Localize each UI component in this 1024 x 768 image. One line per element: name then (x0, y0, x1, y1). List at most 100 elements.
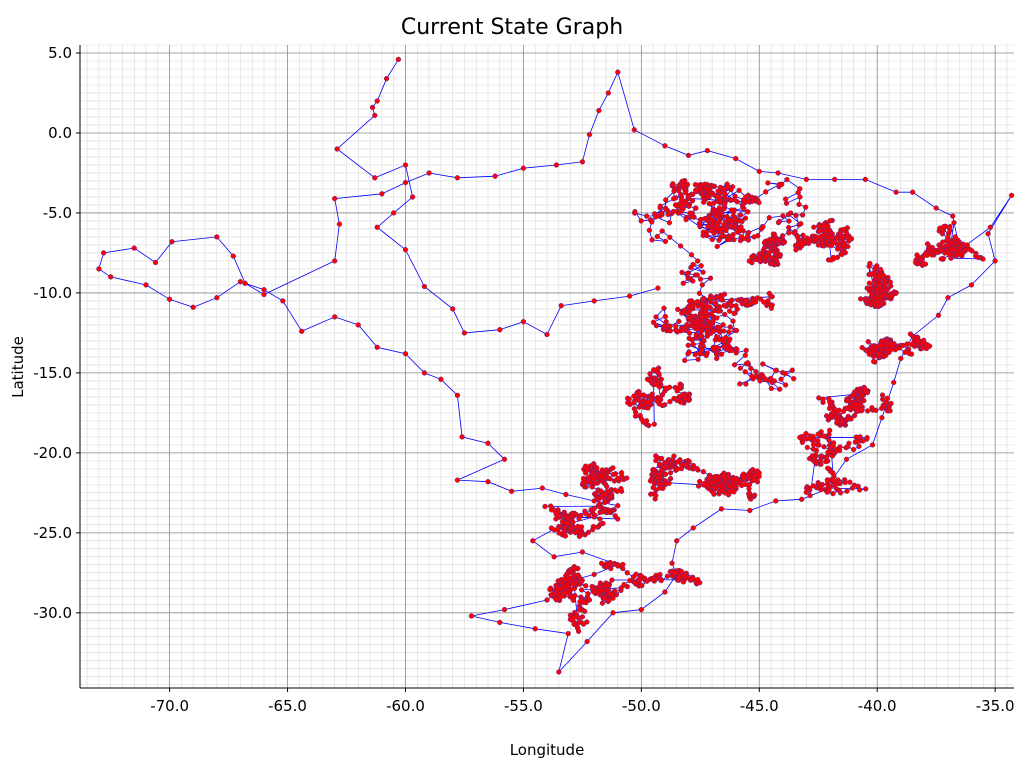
city-node (891, 379, 897, 386)
city-node (667, 234, 673, 240)
city-node (697, 478, 703, 485)
city-node (672, 202, 679, 208)
city-node (816, 223, 822, 229)
city-node (836, 447, 843, 454)
city-node (938, 256, 944, 262)
city-node (743, 194, 749, 200)
city-node (169, 239, 175, 245)
city-node (108, 274, 114, 280)
city-node (810, 433, 816, 440)
city-node (883, 292, 890, 298)
city-node (190, 304, 196, 310)
city-node (815, 442, 821, 448)
city-node (826, 437, 832, 443)
city-node (583, 484, 589, 490)
city-node (615, 69, 621, 75)
x-axis-ticks: -70.0 -65.0 -60.0 -55.0 -50.0 -45.0 -40.0 -35.0 (150, 688, 1015, 715)
city-node (576, 606, 583, 613)
city-node (454, 392, 461, 398)
city-node (698, 181, 704, 188)
city-node (558, 593, 564, 600)
city-node (703, 309, 709, 316)
city-node (602, 499, 608, 506)
city-node (653, 367, 659, 373)
city-node (878, 346, 884, 353)
city-node (815, 242, 822, 248)
city-node (214, 295, 220, 301)
city-node (708, 190, 714, 197)
city-node (711, 183, 718, 189)
city-node (624, 570, 630, 576)
city-node (671, 395, 677, 402)
city-node (578, 587, 585, 593)
city-node (820, 399, 826, 405)
city-node (872, 273, 878, 279)
city-node (379, 191, 385, 197)
city-node (789, 367, 795, 373)
city-node (825, 465, 831, 471)
city-node (579, 549, 586, 555)
city-node (856, 487, 863, 493)
city-node (821, 223, 827, 230)
city-node (332, 314, 338, 320)
city-node (596, 107, 602, 114)
city-node (461, 330, 468, 336)
city-node (839, 251, 845, 258)
city-node (647, 371, 653, 377)
city-node (851, 412, 858, 419)
city-node (575, 628, 582, 634)
city-node (948, 246, 955, 252)
city-node (609, 577, 615, 583)
city-node (919, 262, 925, 268)
city-node (688, 252, 695, 258)
city-node (610, 471, 616, 478)
city-node (663, 460, 670, 466)
city-node (785, 211, 792, 218)
city-node (645, 405, 651, 411)
city-node (615, 516, 621, 522)
city-node (803, 489, 809, 495)
city-node (656, 384, 663, 390)
city-node (733, 303, 739, 309)
city-node (786, 224, 792, 231)
city-node (818, 453, 824, 460)
city-node (828, 469, 835, 475)
city-node (603, 491, 609, 497)
city-node (568, 524, 574, 531)
city-node (810, 483, 817, 489)
city-node (898, 355, 904, 362)
city-node (745, 209, 751, 215)
city-node (869, 405, 875, 411)
city-node (706, 475, 712, 481)
city-node (889, 343, 895, 349)
city-node (655, 285, 661, 291)
city-node (745, 472, 751, 479)
city-node (730, 318, 736, 324)
city-node (580, 621, 587, 627)
city-node (757, 296, 764, 302)
city-node (584, 638, 590, 645)
city-node (657, 203, 663, 209)
city-node (674, 466, 681, 472)
city-node (742, 481, 749, 488)
y-tick-label: -10.0 (33, 284, 72, 302)
city-node (863, 389, 869, 395)
city-node (575, 565, 581, 572)
city-node (548, 503, 554, 509)
city-node (605, 90, 611, 96)
city-node (591, 512, 598, 518)
city-node (856, 443, 862, 450)
city-node (649, 237, 655, 243)
city-node (631, 400, 637, 406)
city-node (830, 490, 836, 497)
city-node (952, 234, 958, 240)
city-node (599, 473, 605, 479)
city-node (835, 246, 841, 252)
city-node (804, 444, 810, 451)
city-node (497, 619, 503, 626)
city-node (733, 327, 740, 334)
city-node (756, 168, 762, 175)
city-node (654, 398, 660, 404)
city-node (900, 342, 906, 349)
